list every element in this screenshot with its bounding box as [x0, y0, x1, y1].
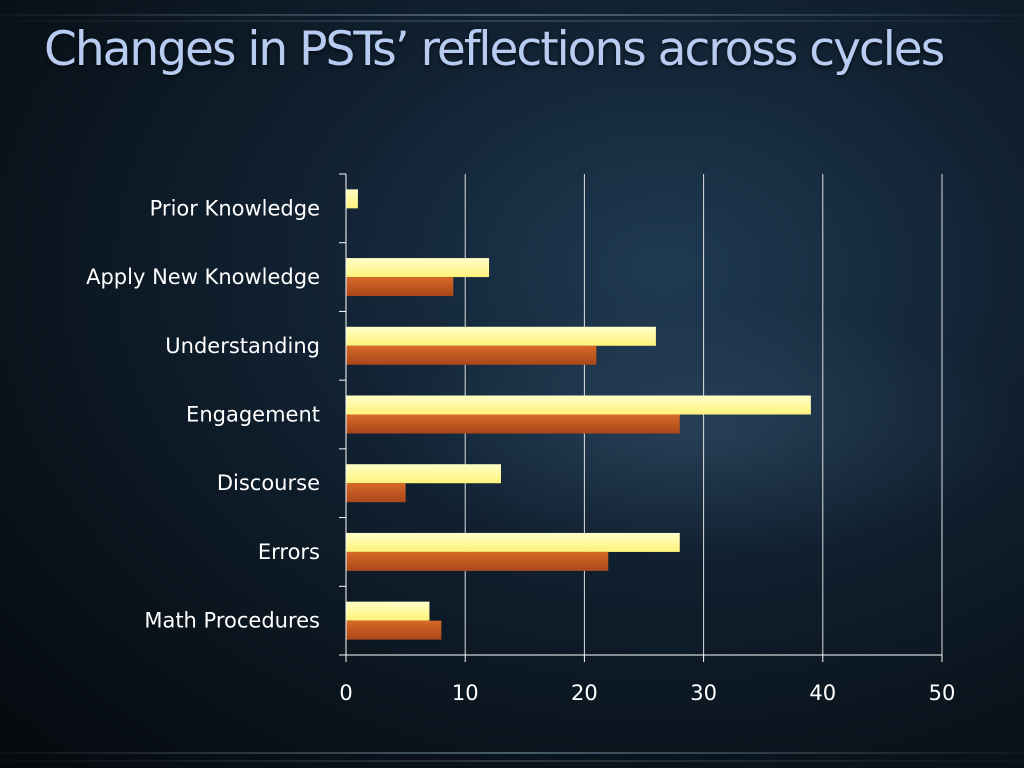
bottom-streak-2 [0, 760, 1024, 762]
x-tick-label: 30 [690, 681, 717, 705]
bar-series-1-prior-knowledge [346, 189, 358, 209]
bar-series-2-discourse [346, 483, 406, 503]
category-label: Understanding [165, 334, 320, 358]
bar-series-2-errors [346, 551, 609, 571]
slide-title: Changes in PSTs’ reflections across cycl… [44, 22, 945, 77]
x-tick-label: 10 [452, 681, 479, 705]
bar-series-1-apply-new-knowledge [346, 258, 490, 278]
category-label: Discourse [217, 471, 320, 495]
category-label: Prior Knowledge [150, 196, 320, 220]
category-label: Apply New Knowledge [86, 265, 320, 289]
bar-series-1-understanding [346, 326, 656, 346]
category-label: Math Procedures [144, 609, 320, 633]
top-streak-2 [0, 20, 1024, 22]
bar-series-2-math-procedures [346, 620, 442, 640]
x-tick-label: 20 [571, 681, 598, 705]
x-tick-label: 0 [339, 681, 352, 705]
bar-series-1-errors [346, 532, 680, 552]
x-tick-label: 50 [929, 681, 956, 705]
category-label: Engagement [186, 403, 320, 427]
bar-series-1-engagement [346, 395, 811, 415]
category-label: Errors [258, 540, 320, 564]
x-tick-label: 40 [809, 681, 836, 705]
bars [346, 189, 811, 640]
bar-series-2-engagement [346, 414, 680, 434]
labels: 0 10 20 30 40 50 Prior Knowledge Apply New Know… [86, 196, 955, 705]
bar-series-1-discourse [346, 464, 501, 484]
top-streak [0, 14, 1024, 16]
bar-series-2-apply-new-knowledge [346, 277, 454, 297]
bar-series-2-understanding [346, 345, 597, 365]
bar-series-1-math-procedures [346, 601, 430, 621]
axes [339, 173, 943, 662]
bottom-streak [0, 752, 1024, 754]
